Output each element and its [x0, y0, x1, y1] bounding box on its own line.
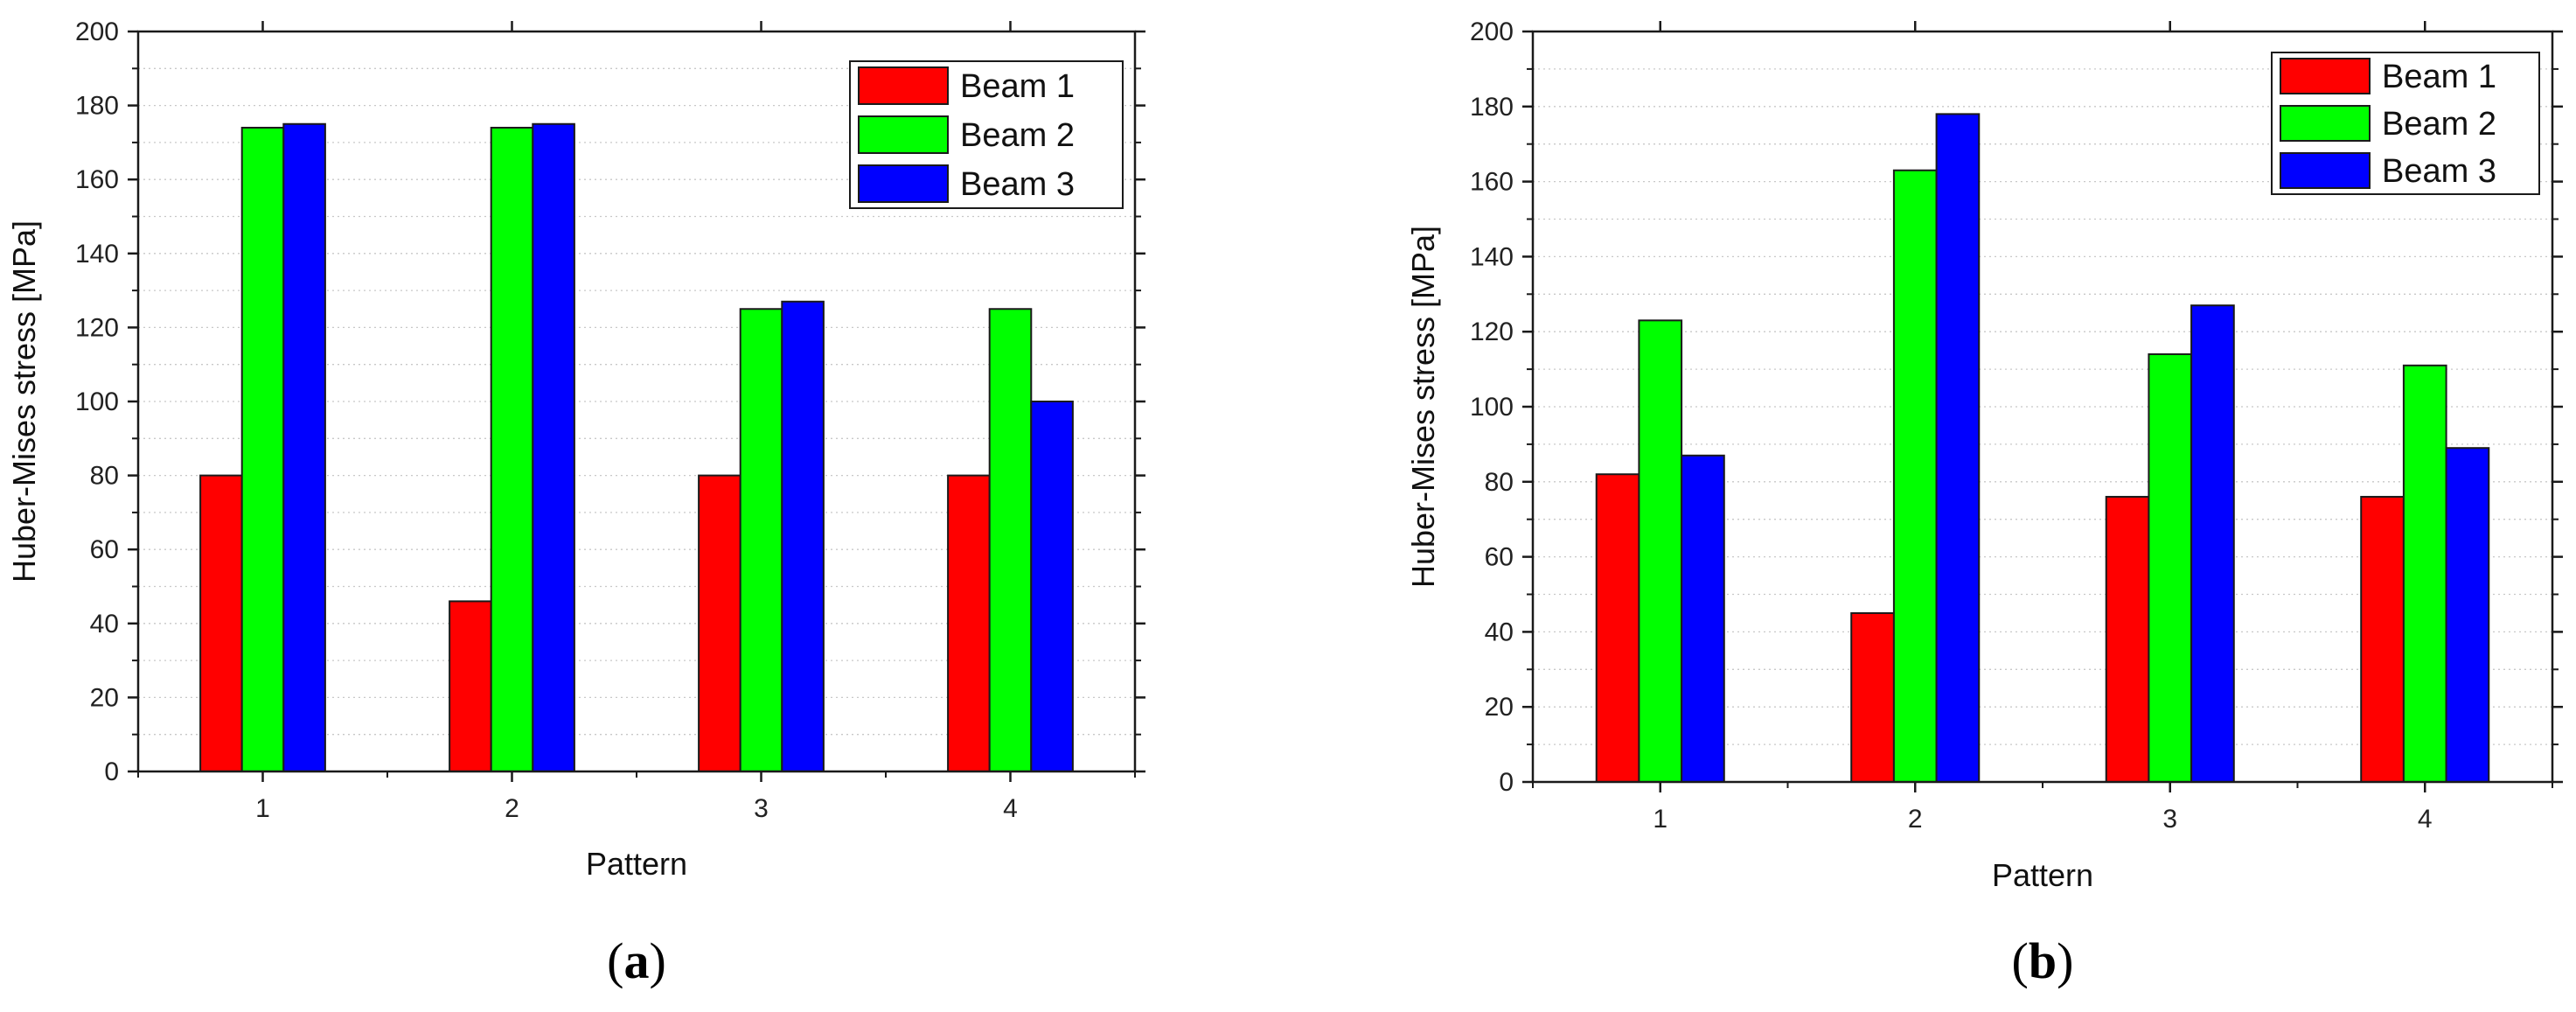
y-tick-label: 140: [1470, 242, 1514, 271]
y-tick-label: 80: [90, 462, 119, 491]
y-tick-label: 200: [75, 17, 119, 46]
y-tick-label: 60: [90, 535, 119, 564]
bar-beam2-pattern-2: [1892, 169, 1938, 784]
x-tick-label: 2: [1908, 805, 1923, 834]
y-axis-title: Huber-Mises stress [MPa]: [1405, 226, 1441, 588]
panel-label-close-paren: ): [2057, 932, 2073, 989]
bar-beam1-pattern-3: [2105, 495, 2150, 784]
bar-beam3-pattern-4: [2445, 447, 2490, 783]
y-tick-label: 40: [90, 610, 119, 639]
legend-entry-label: Beam 2: [960, 117, 1075, 154]
bar-beam3-pattern-1: [282, 122, 326, 772]
bar-beam1-pattern-2: [449, 600, 492, 772]
chart-panel-b: 0 20 40 60 80 100 120 140 160 180 200 1 2 3 4 Pattern Hu…: [1405, 17, 2563, 989]
bar-beam1-pattern-4: [2360, 495, 2405, 784]
legend-swatch-beam3: [2280, 152, 2371, 189]
panel-label-open-paren: (: [2012, 932, 2029, 989]
bar-beam2-pattern-3: [739, 308, 783, 772]
y-tick-label: 180: [75, 92, 119, 121]
bar-beam3-pattern-3: [781, 300, 825, 773]
panel-label-open-paren: (: [607, 932, 623, 989]
legend-swatch-beam2: [2280, 105, 2371, 142]
legend-swatch-beam2: [858, 115, 949, 154]
bar-beam2-pattern-4: [2402, 364, 2447, 783]
bar-beam3-pattern-2: [1935, 113, 1981, 783]
bar-beam3-pattern-1: [1681, 454, 1725, 784]
x-tick-label: 4: [1003, 794, 1018, 823]
bar-beam2-pattern-3: [2148, 352, 2193, 783]
y-tick-label: 60: [1485, 543, 1514, 572]
x-tick-label: 3: [754, 794, 769, 823]
y-tick-label: 140: [75, 240, 119, 269]
legend-swatch-beam1: [2280, 58, 2371, 94]
bar-beam3-pattern-4: [1030, 401, 1074, 772]
panel-label-letter: b: [2029, 932, 2057, 989]
x-tick-label: 4: [2418, 805, 2433, 834]
x-tick-label: 2: [505, 794, 519, 823]
bar-beam1-pattern-1: [199, 474, 243, 772]
y-tick-label: 0: [104, 757, 119, 786]
legend-entry-label: Beam 1: [2382, 59, 2496, 95]
y-tick-label: 20: [1485, 693, 1514, 722]
panel-label-close-paren: ): [650, 932, 666, 989]
legend-swatch-beam3: [858, 164, 949, 203]
y-tick-label: 40: [1485, 618, 1514, 646]
y-tick-label: 120: [1470, 318, 1514, 346]
y-tick-label: 80: [1485, 468, 1514, 497]
y-tick-label: 160: [75, 165, 119, 194]
x-tick-label: 1: [1653, 805, 1667, 834]
x-tick-label: 3: [2162, 805, 2177, 834]
panel-label: (b): [2012, 932, 2074, 989]
chart-panel-a: 0 20 40 60 80 100 120 140 160 180 200 1 2 3 4 Pattern Hu…: [6, 17, 1145, 989]
bar-beam3-pattern-3: [2190, 304, 2235, 784]
panel-label: (a): [607, 932, 666, 989]
x-axis-title: Pattern: [1992, 857, 2093, 893]
legend-entry-label: Beam 3: [2382, 153, 2496, 190]
bar-beam1-pattern-3: [698, 474, 741, 772]
x-axis-title: Pattern: [586, 846, 687, 882]
bar-beam2-pattern-4: [988, 308, 1033, 772]
bar-beam1-pattern-2: [1850, 611, 1895, 784]
panel-label-letter: a: [624, 932, 650, 989]
bar-beam2-pattern-1: [1638, 319, 1683, 783]
y-tick-label: 100: [1470, 393, 1514, 422]
y-tick-label: 120: [75, 313, 119, 342]
legend-entry-label: Beam 3: [960, 166, 1075, 203]
bar-beam1-pattern-4: [947, 474, 991, 772]
bar-beam3-pattern-2: [532, 122, 575, 772]
bar-beam2-pattern-2: [490, 126, 534, 773]
x-tick-label: 1: [255, 794, 270, 823]
y-tick-label: 100: [75, 387, 119, 416]
legend-entry-label: Beam 2: [2382, 106, 2496, 143]
bar-beam2-pattern-1: [240, 126, 285, 773]
legend-swatch-beam1: [858, 66, 949, 105]
y-axis-title: Huber-Mises stress [MPa]: [6, 220, 42, 583]
y-tick-label: 20: [90, 683, 119, 712]
legend-entry-label: Beam 1: [960, 68, 1075, 105]
y-tick-label: 160: [1470, 168, 1514, 197]
y-tick-label: 200: [1470, 17, 1514, 46]
y-tick-label: 180: [1470, 93, 1514, 122]
bar-beam1-pattern-1: [1595, 473, 1640, 783]
y-tick-label: 0: [1499, 768, 1514, 797]
